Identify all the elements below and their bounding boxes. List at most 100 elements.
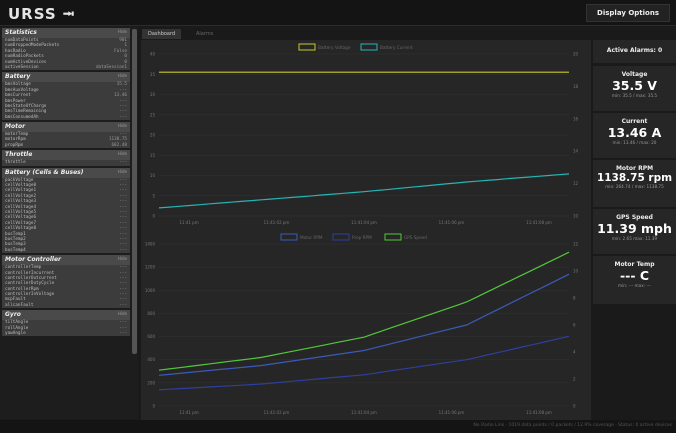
stat-card-active-alarms-0: Active Alarms: 0 [593,40,676,63]
stat-row: cellVoltage2 --- [2,194,130,199]
stat-row: busTemp4 --- [2,248,130,253]
panel-hide-toggle[interactable]: Hide [117,151,127,157]
panel-header[interactable]: Gyro Hide [2,310,130,321]
stat-card-minmax: min: 13.46 / max: 20 [612,140,657,145]
stat-key: bmsAuxVoltage [5,87,39,93]
stat-row: numRadioPackets 0 [2,54,130,59]
stat-row: motorRpm 1138.75 [2,137,130,142]
stat-value: 901 [119,38,127,43]
series-line-battery-current [158,173,570,209]
stat-value: --- [119,292,127,298]
panel-hide-toggle[interactable]: Hide [117,29,127,34]
stat-value: --- [119,199,127,205]
stat-row: numActiveDevices 0 [2,60,130,65]
status-text: No Radio Link · 1019 data points / 0 pac… [473,423,672,428]
panel-hide-toggle[interactable]: Hide [117,123,127,129]
display-options-button[interactable]: Display Options [586,4,670,22]
stat-row: bmsAuxVoltage --- [2,88,130,93]
stat-row: controllerInVoltage --- [2,292,130,297]
stat-key: bmsConsumedAh [5,114,39,120]
stat-key: controllerRpm [5,286,39,292]
app-title: URSS [8,5,57,23]
logo-arrow-icon: ⭲ [62,5,76,23]
chart-background [141,40,591,228]
stat-key: numDataPoints [5,38,39,43]
tab-alarms[interactable]: Alarms [196,31,214,37]
y-right-tick-label: 14 [573,149,579,154]
panel-title: Battery [5,73,31,81]
stat-key: cellVoltage7 [5,220,37,226]
y-left-tick-label: 30 [150,92,156,97]
panel-header[interactable]: Motor Hide [2,122,130,133]
stat-value: --- [119,286,127,292]
tab-dashboard[interactable]: Dashboard [142,29,182,39]
y-left-tick-label: 800 [147,311,155,316]
panel-hide-toggle[interactable]: Hide [117,311,127,317]
stat-key: bmsTimeRemaining [5,109,47,115]
sidebar: Statistics Hide numDataPoints 901 numDropped… [0,27,138,419]
panel-header[interactable]: Throttle Hide [2,150,130,161]
stat-key: packVoltage [5,177,34,183]
app-logo: URSS ⭲ [8,4,75,29]
stat-row: controllerOutcurrent --- [2,276,130,281]
stat-row: controllerIncurrent --- [2,271,130,276]
x-tick-label: 11:41:06 pm [439,220,465,225]
panel-hide-toggle[interactable]: Hide [117,168,127,174]
legend-swatch [384,233,402,241]
y-left-tick-label: 40 [150,52,156,57]
panel-header[interactable]: Statistics Hide [2,28,130,38]
rpm-speed-chart: 0 200 400 600 800 1000 1200 1400 0 2 4 6 8 10 12 11:41 … [141,230,591,418]
stat-key: controllerDutyCycle [5,281,55,287]
stat-row: packVoltage --- [2,178,130,183]
y-right-tick-label: 10 [573,269,579,274]
panel-header[interactable]: Motor Controller Hide [2,255,130,266]
stat-value: 13.46 [114,93,127,99]
stat-row: busTemp1 --- [2,232,130,237]
panel-header[interactable]: Battery (Cells & Buses) Hide [2,167,130,178]
y-right-tick-label: 8 [573,296,576,301]
panel-header[interactable]: Battery Hide [2,72,130,83]
stat-key: cellVoltage5 [5,209,37,215]
sidebar-scrollbar[interactable] [132,29,137,354]
stat-value: --- [119,109,127,115]
stat-value: 1 [124,43,127,49]
stat-row: busTemp3 --- [2,242,130,247]
stat-key: controllerTemp [5,265,42,271]
stat-key: throttle [5,160,26,166]
stat-key: bmsPower [5,98,26,104]
y-right-tick-label: 2 [573,377,576,382]
legend-label: Motor RPM [300,235,323,240]
panel-hide-toggle[interactable]: Hide [117,256,127,262]
stat-value: --- [119,331,127,337]
series-line-prop-rpm [158,335,570,391]
stat-key: rollAngle [5,325,29,331]
stat-row: controllerRpm --- [2,287,130,292]
stat-value: --- [119,226,127,232]
y-left-tick-label: 25 [150,112,156,117]
stat-value: --- [119,242,127,248]
stat-value: --- [119,193,127,199]
top-bar: URSS ⭲ Display Options [0,0,676,26]
stat-value: --- [119,297,127,303]
stat-card-gps-speed: GPS Speed 11.39 mph min: 2.65 max: 11.39 [593,209,676,254]
y-left-tick-label: 10 [150,173,156,178]
stat-key: controllerOutcurrent [5,275,57,281]
x-tick-label: 11:41 pm [179,410,198,415]
stat-row: mcpFault --- [2,297,130,302]
panel-hide-toggle[interactable]: Hide [117,73,127,79]
stat-row: busTemp2 --- [2,237,130,242]
stat-row: cellVoltage1 --- [2,188,130,193]
stat-row: hasRadio False [2,49,130,54]
status-bar: No Radio Link · 1019 data points / 0 pac… [0,420,676,433]
stat-value: False [114,48,127,54]
stat-value: --- [119,265,127,271]
stat-key: controllerIncurrent [5,270,55,276]
y-right-tick-label: 12 [573,242,579,247]
y-left-tick-label: 5 [152,193,155,198]
stat-card-value: --- C [619,268,650,283]
stat-row: cellVoltage3 --- [2,199,130,204]
legend-swatch [360,43,378,51]
